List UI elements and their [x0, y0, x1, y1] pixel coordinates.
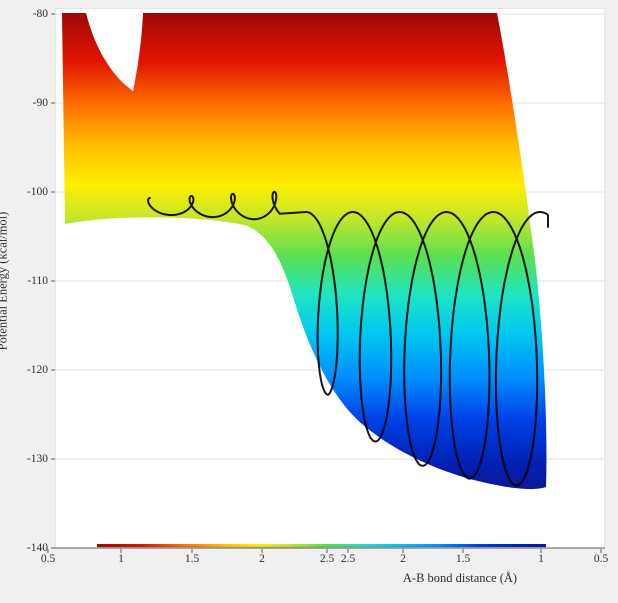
y-axis-label: Potential Energy (kcal/mol): [0, 211, 10, 351]
floor-strip: [97, 544, 546, 547]
x-axis-label: A-B bond distance (Å): [402, 571, 518, 585]
classical-trajectory: [147, 190, 549, 487]
potential-energy-surface: [62, 13, 547, 489]
surface-fold-notch: [86, 13, 143, 91]
